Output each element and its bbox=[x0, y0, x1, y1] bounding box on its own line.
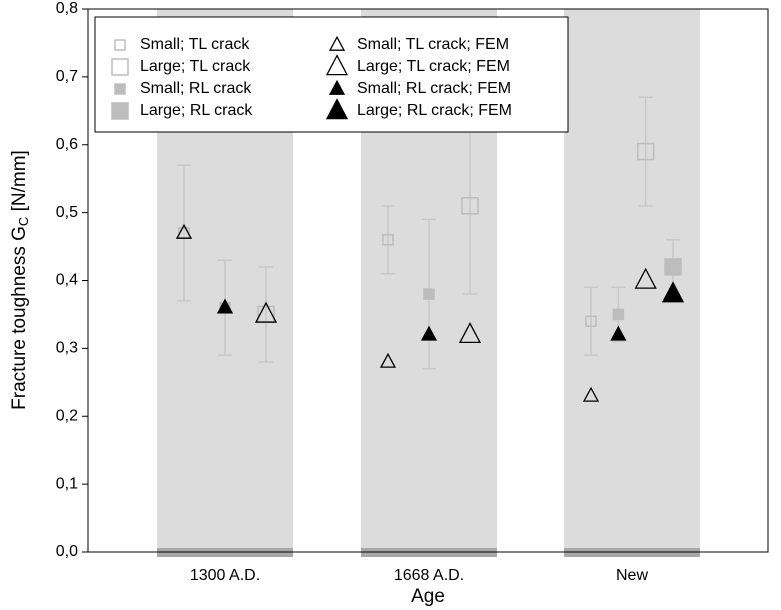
legend-marker bbox=[325, 54, 349, 76]
marker-triangle bbox=[254, 301, 278, 323]
marker-square bbox=[461, 197, 479, 215]
legend-label: Large; RL crack bbox=[140, 102, 253, 119]
legend-label: Large; TL crack; FEM bbox=[357, 58, 510, 75]
y-tick-label: 0,4 bbox=[56, 272, 78, 289]
legend-label: Large; RL crack; FEM bbox=[357, 102, 512, 119]
x-tick-label: New bbox=[616, 567, 648, 584]
marker-square bbox=[612, 308, 625, 321]
y-axis-label-part: Fracture toughness G bbox=[9, 226, 30, 410]
marker-triangle bbox=[634, 267, 657, 289]
legend-label: Small; TL crack bbox=[140, 36, 250, 53]
marker-square bbox=[585, 315, 597, 327]
y-tick-label: 0,0 bbox=[56, 543, 78, 560]
category-band bbox=[564, 9, 700, 552]
y-tick-label: 0,1 bbox=[56, 475, 78, 492]
y-tick-label: 0,7 bbox=[56, 68, 78, 85]
marker-square bbox=[664, 258, 682, 276]
error-bar bbox=[177, 164, 191, 302]
marker-triangle bbox=[420, 325, 438, 341]
y-tick-label: 0,3 bbox=[56, 340, 78, 357]
legend-marker bbox=[325, 98, 349, 120]
marker-triangle bbox=[458, 322, 482, 344]
y-axis-label: Fracture toughness GC [N/mm] bbox=[9, 150, 31, 410]
y-tick-label: 0,5 bbox=[56, 204, 78, 221]
x-axis-label: Age bbox=[411, 586, 445, 607]
error-bar bbox=[381, 205, 395, 275]
legend-label: Large; TL crack bbox=[140, 58, 251, 75]
legend-marker bbox=[111, 58, 129, 76]
x-tick-label: 1668 A.D. bbox=[394, 567, 464, 584]
marker-triangle bbox=[661, 281, 685, 303]
legend-label: Small; RL crack bbox=[140, 80, 252, 97]
marker-triangle bbox=[610, 325, 627, 341]
marker-square bbox=[423, 288, 435, 300]
marker-triangle bbox=[175, 223, 193, 239]
x-tick-label: 1300 A.D. bbox=[190, 567, 260, 584]
marker-triangle bbox=[379, 352, 397, 368]
y-tick-label: 0,6 bbox=[56, 136, 78, 153]
error-bar bbox=[259, 266, 273, 363]
marker-triangle bbox=[216, 298, 234, 314]
y-axis-label-sub: C bbox=[16, 217, 31, 226]
legend-label: Small; RL crack; FEM bbox=[357, 80, 511, 97]
y-tick-label: 0,2 bbox=[56, 407, 78, 424]
legend-label: Small; TL crack; FEM bbox=[357, 36, 509, 53]
y-axis-label-part: [N/mm] bbox=[9, 150, 30, 217]
y-tick-label: 0,8 bbox=[56, 0, 78, 17]
marker-triangle bbox=[582, 386, 600, 402]
marker-square bbox=[382, 234, 394, 246]
legend-marker bbox=[111, 102, 129, 120]
legend-marker bbox=[328, 35, 346, 51]
error-bar bbox=[638, 96, 653, 207]
legend-marker bbox=[328, 79, 346, 95]
error-bar bbox=[584, 286, 598, 356]
legend-marker bbox=[114, 83, 126, 95]
legend-marker bbox=[114, 39, 126, 51]
marker-square bbox=[636, 142, 655, 161]
